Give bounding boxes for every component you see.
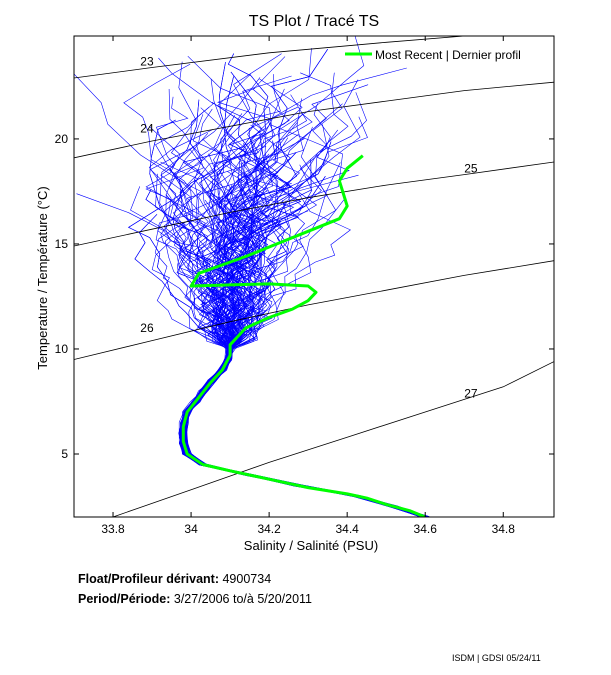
historical-profile — [183, 210, 426, 517]
period-row: Period/Période: 3/27/2006 to/à 5/20/2011 — [78, 589, 312, 609]
historical-profile — [76, 193, 425, 517]
footer-credit: ISDM | GDSI 05/24/11 — [452, 653, 541, 663]
x-tick-label: 33.8 — [101, 522, 125, 536]
historical-profile — [181, 84, 424, 517]
period-start: 3/27/2006 — [173, 592, 230, 606]
period-end: 5/20/2011 — [257, 592, 312, 606]
historical-profile — [134, 214, 426, 517]
most-recent-profile-layer — [181, 154, 426, 517]
historical-profile — [183, 74, 427, 517]
historical-profile — [169, 99, 425, 517]
x-tick-label: 34 — [184, 522, 198, 536]
historical-profile — [156, 96, 425, 517]
historical-profile — [159, 108, 426, 517]
y-tick-label: 5 — [61, 447, 68, 461]
chart-title: TS Plot / Tracé TS — [249, 13, 379, 30]
contour-label-24: 24 — [140, 122, 154, 136]
float-id: 4900734 — [222, 572, 272, 586]
historical-profile — [134, 214, 426, 517]
x-tick-label: 34.8 — [492, 522, 516, 536]
contour-label-25: 25 — [464, 162, 478, 176]
historical-profile — [165, 194, 425, 517]
historical-profile — [183, 73, 424, 517]
y-tick-label: 20 — [55, 132, 69, 146]
historical-profile — [127, 137, 427, 517]
density-contours — [74, 36, 554, 517]
y-tick-label: 10 — [55, 342, 69, 356]
x-tick-label: 34.4 — [335, 522, 359, 536]
contour-label-23: 23 — [140, 54, 154, 68]
legend: Most Recent | Dernier profil — [345, 48, 521, 62]
period-label: Period/Période: — [78, 592, 171, 606]
float-label: Float/Profileur dérivant: — [78, 572, 219, 586]
y-tick-label: 15 — [55, 237, 69, 251]
legend-label: Most Recent | Dernier profil — [375, 48, 521, 62]
density-contour-26 — [74, 260, 554, 360]
historical-profile — [168, 133, 424, 517]
historical-profile — [169, 99, 425, 517]
historical-profile — [127, 137, 427, 517]
historical-profile — [149, 77, 427, 517]
contour-label-26: 26 — [140, 321, 154, 335]
density-contour-25 — [74, 161, 554, 247]
density-contour-23 — [74, 36, 465, 79]
float-row: Float/Profileur dérivant: 4900734 — [78, 569, 312, 589]
most-recent-profile — [181, 154, 426, 517]
historical-profile — [165, 194, 425, 517]
historical-profile — [168, 88, 426, 517]
period-sep: to/à — [232, 592, 254, 606]
axis-ticks: 33.8 34 34.2 34.4 34.6 34.8 5 10 15 20 — [55, 36, 554, 536]
density-contour-24 — [74, 81, 554, 159]
density-contour-27 — [112, 361, 554, 517]
plot-frame — [73, 35, 555, 518]
float-info: Float/Profileur dérivant: 4900734 Period… — [78, 569, 312, 609]
historical-profile — [180, 49, 424, 517]
x-tick-label: 34.6 — [414, 522, 438, 536]
x-tick-label: 34.2 — [257, 522, 281, 536]
historical-profile — [130, 186, 424, 517]
historical-profiles — [74, 36, 430, 517]
x-axis-label: Salinity / Salinité (PSU) — [244, 538, 378, 553]
y-axis-label: Temperature / Température (°C) — [35, 186, 50, 369]
historical-profile — [183, 174, 426, 517]
contour-label-27: 27 — [464, 386, 478, 400]
